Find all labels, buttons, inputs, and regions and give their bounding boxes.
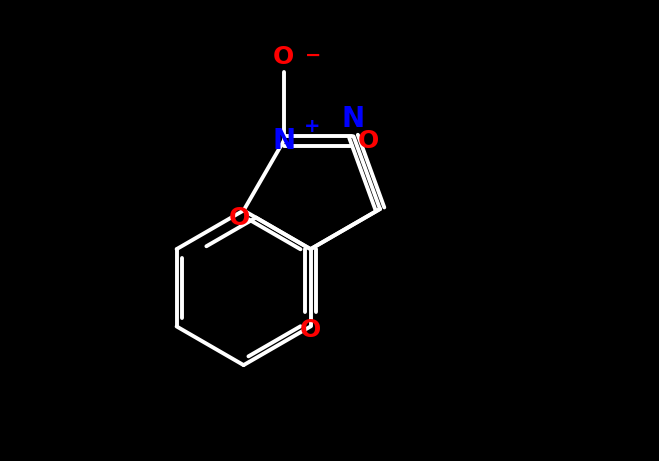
Text: +: + — [304, 117, 320, 136]
Text: O: O — [273, 46, 295, 70]
Text: N: N — [342, 106, 365, 134]
Text: −: − — [305, 46, 322, 65]
Text: N: N — [272, 127, 295, 155]
Text: O: O — [229, 206, 250, 230]
Text: O: O — [300, 318, 321, 342]
Text: O: O — [358, 129, 380, 153]
